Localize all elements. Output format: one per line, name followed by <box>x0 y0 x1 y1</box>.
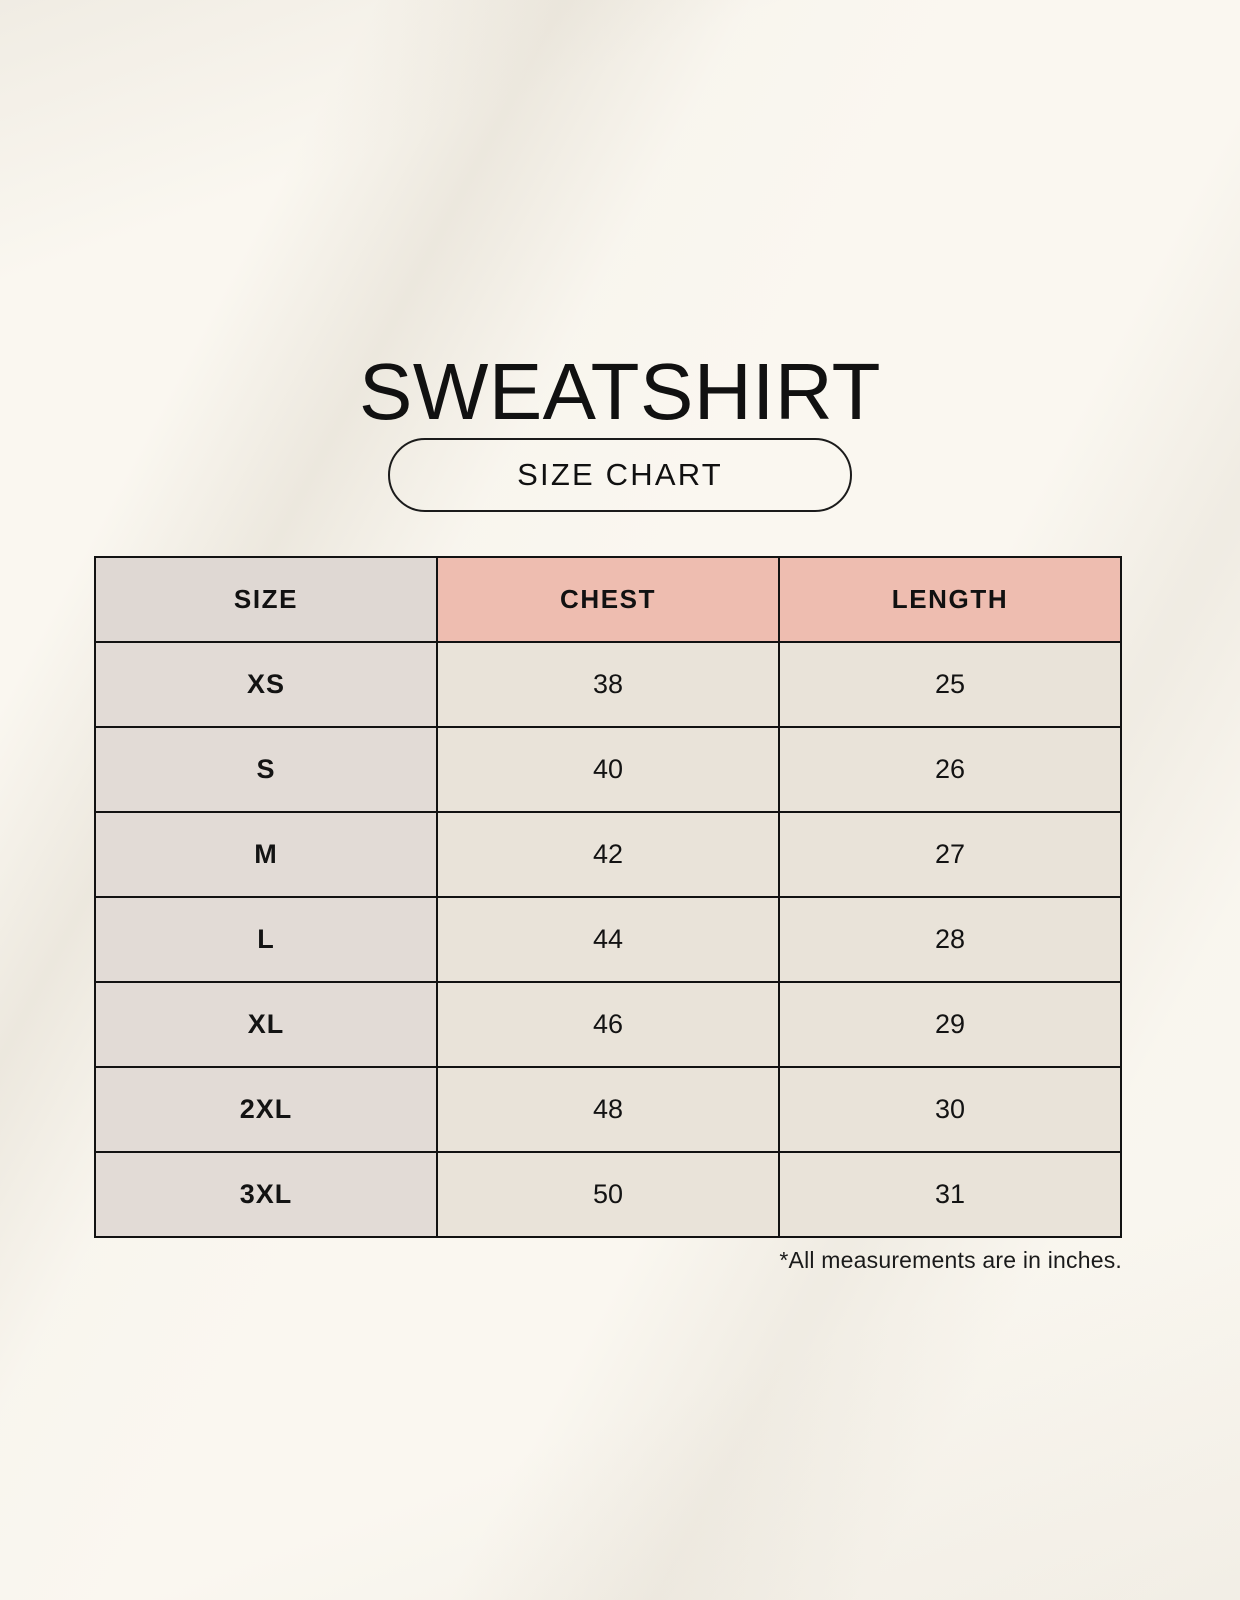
cell-length: 31 <box>778 1151 1122 1238</box>
size-table-container: SIZE CHEST LENGTH XS 38 25 S 40 26 M <box>94 556 1122 1238</box>
table-header-row: SIZE CHEST LENGTH <box>94 556 1122 643</box>
table-row: M 42 27 <box>94 811 1122 898</box>
table-row: S 40 26 <box>94 726 1122 813</box>
cell-chest: 46 <box>436 981 780 1068</box>
measurement-units-footnote: *All measurements are in inches. <box>779 1247 1122 1273</box>
column-header-size: SIZE <box>94 556 438 643</box>
table-row: XL 46 29 <box>94 981 1122 1068</box>
cell-size: S <box>94 726 438 813</box>
size-chart-badge-label: SIZE CHART <box>517 457 723 492</box>
cell-chest: 50 <box>436 1151 780 1238</box>
cell-length: 25 <box>778 641 1122 728</box>
cell-size: L <box>94 896 438 983</box>
table-row: 3XL 50 31 <box>94 1151 1122 1238</box>
size-table-head: SIZE CHEST LENGTH <box>94 556 1122 643</box>
cell-length: 26 <box>778 726 1122 813</box>
cell-chest: 38 <box>436 641 780 728</box>
cell-chest: 40 <box>436 726 780 813</box>
cell-size: 2XL <box>94 1066 438 1153</box>
cell-length: 27 <box>778 811 1122 898</box>
cell-length: 28 <box>778 896 1122 983</box>
table-row: XS 38 25 <box>94 641 1122 728</box>
size-chart-badge: SIZE CHART <box>388 438 852 512</box>
table-row: L 44 28 <box>94 896 1122 983</box>
size-table: SIZE CHEST LENGTH XS 38 25 S 40 26 M <box>94 556 1122 1238</box>
cell-size: XS <box>94 641 438 728</box>
column-header-length: LENGTH <box>778 556 1122 643</box>
cell-chest: 44 <box>436 896 780 983</box>
table-row: 2XL 48 30 <box>94 1066 1122 1153</box>
page-title: SWEATSHIRT <box>358 346 882 436</box>
cell-size: M <box>94 811 438 898</box>
size-table-body: XS 38 25 S 40 26 M 42 27 L 44 28 <box>94 641 1122 1238</box>
column-header-chest: CHEST <box>436 556 780 643</box>
cell-length: 29 <box>778 981 1122 1068</box>
cell-chest: 42 <box>436 811 780 898</box>
cell-chest: 48 <box>436 1066 780 1153</box>
cell-size: XL <box>94 981 438 1068</box>
cell-length: 30 <box>778 1066 1122 1153</box>
cell-size: 3XL <box>94 1151 438 1238</box>
